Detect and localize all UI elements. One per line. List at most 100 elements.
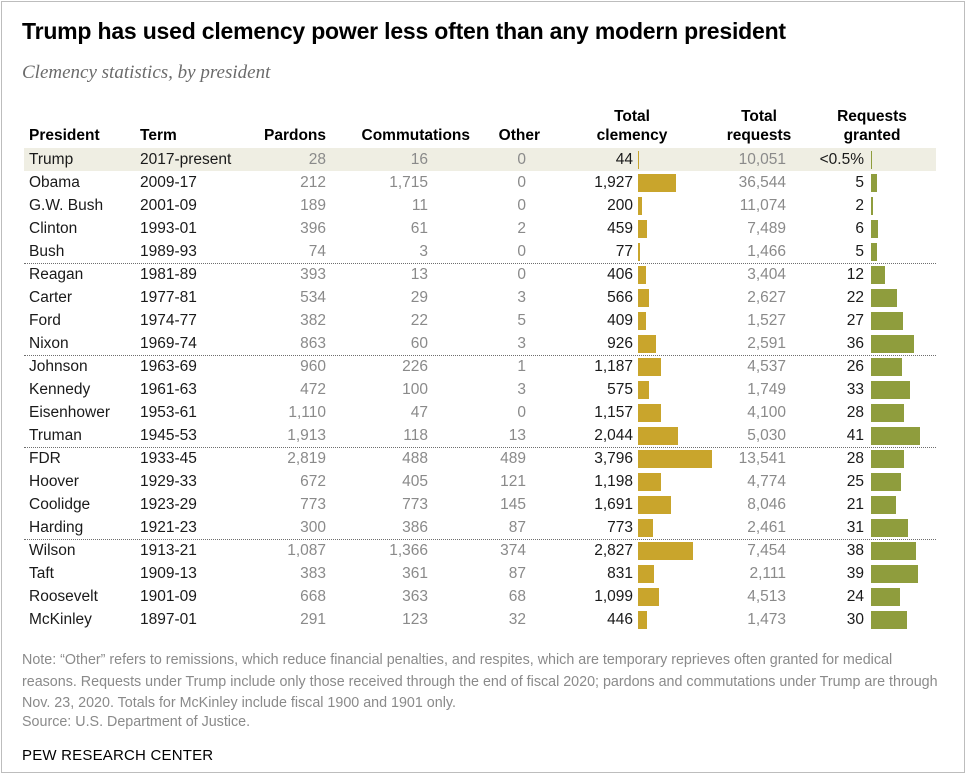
cell-commutations-harding: 386 xyxy=(402,519,428,536)
cell-other-nixon: 3 xyxy=(517,335,526,352)
cell-other-johnson: 1 xyxy=(517,358,526,375)
cell-term-nixon: 1969-74 xyxy=(140,335,197,352)
cell-term-mckinley: 1897-01 xyxy=(140,611,197,628)
cell-president-taft: Taft xyxy=(29,565,54,582)
bar-requests-granted-taft xyxy=(871,565,918,583)
header-granted-line2: granted xyxy=(843,127,901,144)
cell-other-bush: 0 xyxy=(517,243,526,260)
cell-pardons-roosevelt: 668 xyxy=(300,588,326,605)
cell-other-harding: 87 xyxy=(508,519,526,536)
cell-other-g-w-bush: 0 xyxy=(517,197,526,214)
cell-pardons-nixon: 863 xyxy=(300,335,326,352)
bar-total-clemency-eisenhower xyxy=(638,404,661,422)
cell-commutations-nixon: 60 xyxy=(410,335,428,352)
cell-requests-granted-clinton: 6 xyxy=(855,220,864,237)
cell-requests-granted-truman: 41 xyxy=(846,427,864,444)
cell-term-truman: 1945-53 xyxy=(140,427,197,444)
bar-total-clemency-johnson xyxy=(638,358,662,376)
cell-commutations-taft: 361 xyxy=(402,565,428,582)
cell-term-eisenhower: 1953-61 xyxy=(140,404,197,421)
cell-other-obama: 0 xyxy=(517,174,526,191)
cell-term-harding: 1921-23 xyxy=(140,519,197,536)
cell-requests-granted-eisenhower: 28 xyxy=(846,404,864,421)
cell-total-requests-wilson: 7,454 xyxy=(747,542,786,559)
cell-total-requests-obama: 36,544 xyxy=(738,174,786,191)
cell-president-clinton: Clinton xyxy=(29,220,78,237)
cell-total-requests-reagan: 3,404 xyxy=(747,266,786,283)
cell-requests-granted-wilson: 38 xyxy=(846,542,864,559)
cell-requests-granted-obama: 5 xyxy=(855,174,864,191)
cell-requests-granted-coolidge: 21 xyxy=(846,496,864,513)
cell-requests-granted-bush: 5 xyxy=(855,243,864,260)
bar-total-clemency-trump xyxy=(638,151,639,169)
bar-total-clemency-ford xyxy=(638,312,646,330)
cell-term-clinton: 1993-01 xyxy=(140,220,197,237)
cell-commutations-coolidge: 773 xyxy=(402,496,428,513)
cell-president-reagan: Reagan xyxy=(29,266,84,283)
chart-subtitle: Clemency statistics, by president xyxy=(22,62,271,83)
bar-total-clemency-coolidge xyxy=(638,496,671,514)
bar-total-clemency-harding xyxy=(638,519,654,537)
header-total-requests-line2: requests xyxy=(726,127,792,144)
cell-commutations-reagan: 13 xyxy=(410,266,428,283)
cell-total-requests-harding: 2,461 xyxy=(747,519,786,536)
cell-pardons-coolidge: 773 xyxy=(300,496,326,513)
cell-requests-granted-trump: <0.5% xyxy=(819,151,864,168)
bar-total-clemency-carter xyxy=(638,289,650,307)
cell-requests-granted-johnson: 26 xyxy=(846,358,864,375)
cell-total-clemency-eisenhower: 1,157 xyxy=(594,404,633,421)
cell-other-coolidge: 145 xyxy=(500,496,526,513)
cell-other-clinton: 2 xyxy=(517,220,526,237)
cell-pardons-truman: 1,913 xyxy=(287,427,326,444)
cell-total-clemency-fdr: 3,796 xyxy=(594,450,633,467)
cell-pardons-hoover: 672 xyxy=(300,473,326,490)
header-president: President xyxy=(29,127,100,144)
cell-requests-granted-fdr: 28 xyxy=(846,450,864,467)
cell-pardons-harding: 300 xyxy=(300,519,326,536)
bar-total-clemency-nixon xyxy=(638,335,657,353)
bar-total-clemency-truman xyxy=(638,427,678,445)
cell-president-coolidge: Coolidge xyxy=(29,496,91,513)
cell-president-eisenhower: Eisenhower xyxy=(29,404,110,421)
cell-commutations-clinton: 61 xyxy=(410,220,428,237)
cell-commutations-kennedy: 100 xyxy=(402,381,428,398)
cell-term-trump: 2017-present xyxy=(140,151,232,168)
cell-other-kennedy: 3 xyxy=(517,381,526,398)
cell-president-fdr: FDR xyxy=(29,450,61,467)
cell-term-ford: 1974-77 xyxy=(140,312,197,329)
cell-commutations-wilson: 1,366 xyxy=(389,542,428,559)
cell-commutations-fdr: 488 xyxy=(402,450,428,467)
cell-total-clemency-nixon: 926 xyxy=(607,335,633,352)
bar-total-clemency-taft xyxy=(638,565,655,583)
bar-total-clemency-roosevelt xyxy=(638,588,660,606)
cell-pardons-g-w-bush: 189 xyxy=(300,197,326,214)
cell-pardons-ford: 382 xyxy=(300,312,326,329)
brand-logo-text: PEW RESEARCH CENTER xyxy=(22,747,214,764)
bar-requests-granted-roosevelt xyxy=(871,588,900,606)
header-other: Other xyxy=(498,127,540,144)
cell-president-ford: Ford xyxy=(29,312,61,329)
cell-total-requests-g-w-bush: 11,074 xyxy=(739,197,786,214)
cell-pardons-taft: 383 xyxy=(300,565,326,582)
bar-requests-granted-nixon xyxy=(871,335,915,353)
bar-total-clemency-obama xyxy=(638,174,676,192)
cell-total-requests-taft: 2,111 xyxy=(749,565,787,582)
bar-total-clemency-wilson xyxy=(638,542,694,560)
cell-total-clemency-johnson: 1,187 xyxy=(594,358,633,375)
bar-total-clemency-hoover xyxy=(638,473,662,491)
cell-pardons-johnson: 960 xyxy=(300,358,326,375)
group-separator xyxy=(24,539,936,540)
cell-term-bush: 1989-93 xyxy=(140,243,197,260)
cell-requests-granted-nixon: 36 xyxy=(846,335,864,352)
cell-requests-granted-roosevelt: 24 xyxy=(846,588,864,605)
cell-president-g-w-bush: G.W. Bush xyxy=(29,197,104,214)
cell-other-truman: 13 xyxy=(508,427,526,444)
cell-president-truman: Truman xyxy=(29,427,82,444)
cell-total-clemency-taft: 831 xyxy=(607,565,633,582)
cell-other-reagan: 0 xyxy=(517,266,526,283)
bar-requests-granted-clinton xyxy=(871,220,879,238)
cell-total-clemency-kennedy: 575 xyxy=(607,381,633,398)
cell-requests-granted-hoover: 25 xyxy=(846,473,864,490)
cell-total-requests-kennedy: 1,749 xyxy=(747,381,786,398)
